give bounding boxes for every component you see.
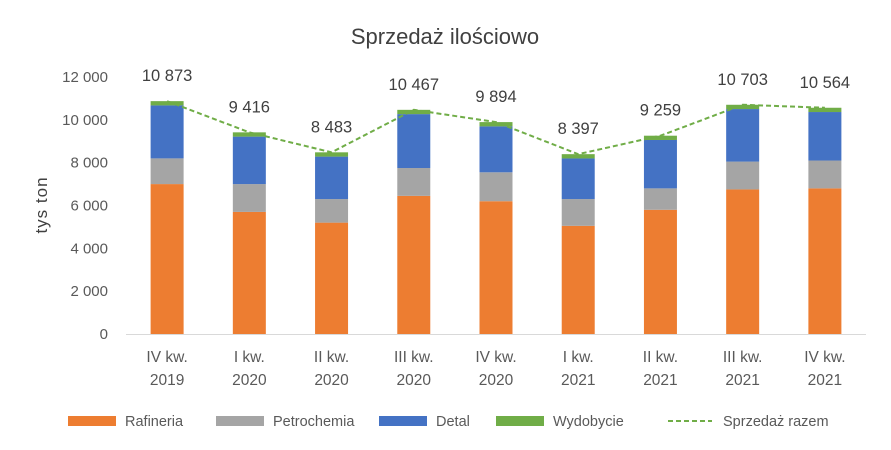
total-line	[166, 100, 825, 156]
x-tick-label: 2020	[232, 372, 267, 389]
legend-label: Detal	[436, 414, 470, 430]
total-data-label: 10 703	[717, 71, 767, 89]
x-tick-label: 2020	[397, 372, 432, 389]
legend-swatch-petrochemia	[216, 416, 264, 426]
x-tick-label: III kw.	[394, 349, 434, 366]
bar-petrochemia-6	[643, 188, 677, 210]
y-axis-label: tys ton	[32, 176, 51, 233]
total-data-label: 10 873	[142, 67, 192, 85]
bar-petrochemia-8	[808, 160, 842, 189]
y-tick-label: 12 000	[62, 69, 108, 86]
x-tick-label: IV kw.	[475, 349, 516, 366]
bar-petrochemia-5	[561, 199, 595, 226]
x-tick-label: II kw.	[643, 349, 678, 366]
legend: Rafineria Petrochemia Detal Wydobycie Sprzed…	[68, 414, 829, 430]
x-axis-ticks: IV kw. 2019 I kw. 2020 II kw. 2020 III kw. 2020…	[146, 349, 845, 389]
x-tick-label: 2019	[150, 372, 184, 389]
bar-petrochemia-4	[479, 172, 513, 202]
y-tick-label: 6 000	[70, 198, 108, 215]
bar-detal-4	[479, 126, 513, 173]
total-data-label: 10 467	[389, 76, 439, 94]
y-tick-label: 10 000	[62, 112, 108, 129]
data-labels: 10 873 9 416 8 483 10 467 9 894 8 397 9 259 10 …	[142, 67, 850, 138]
legend-label: Wydobycie	[553, 414, 624, 430]
legend-swatch-detal	[379, 416, 427, 426]
x-tick-label: I kw.	[563, 349, 594, 366]
bars	[150, 101, 842, 334]
x-tick-label: III kw.	[723, 349, 763, 366]
x-tick-label: II kw.	[314, 349, 349, 366]
x-tick-label: 2021	[725, 372, 759, 389]
bar-detal-5	[561, 158, 595, 200]
bar-petrochemia-2	[315, 199, 349, 223]
bar-detal-3	[397, 114, 431, 169]
bar-rafineria-5	[561, 225, 595, 334]
chart-title: Sprzedaż ilościowo	[351, 24, 539, 49]
bar-wydobycie-3	[397, 109, 431, 115]
x-tick-label: 2020	[479, 372, 514, 389]
bar-petrochemia-0	[150, 158, 184, 185]
bar-wydobycie-5	[561, 154, 595, 159]
legend-swatch-rafineria	[68, 416, 116, 426]
x-tick-label: IV kw.	[804, 349, 845, 366]
y-tick-label: 4 000	[70, 240, 108, 257]
legend-label: Rafineria	[125, 414, 184, 430]
bar-wydobycie-6	[643, 135, 677, 140]
bar-rafineria-2	[315, 222, 349, 334]
total-sales-line	[166, 100, 825, 156]
bar-detal-1	[232, 136, 266, 185]
total-data-label: 8 483	[311, 118, 352, 136]
legend-label: Sprzedaż razem	[723, 414, 829, 430]
bar-wydobycie-4	[479, 122, 513, 127]
bar-detal-8	[808, 112, 842, 161]
bar-wydobycie-0	[150, 101, 184, 106]
y-tick-label: 8 000	[70, 155, 108, 172]
bar-detal-2	[315, 156, 349, 200]
bar-detal-7	[726, 109, 760, 162]
x-tick-label: 2020	[314, 372, 349, 389]
bar-wydobycie-1	[232, 132, 266, 137]
y-tick-label: 2 000	[70, 283, 108, 300]
total-data-label: 9 894	[475, 88, 516, 106]
bar-rafineria-8	[808, 188, 842, 334]
x-tick-label: 2021	[561, 372, 595, 389]
bar-rafineria-6	[643, 209, 677, 334]
total-data-label: 9 416	[229, 98, 270, 116]
bar-petrochemia-1	[232, 184, 266, 212]
x-tick-label: I kw.	[234, 349, 265, 366]
bar-rafineria-3	[397, 195, 431, 334]
bar-wydobycie-2	[315, 152, 349, 157]
bar-detal-0	[150, 105, 184, 159]
total-data-label: 9 259	[640, 102, 681, 120]
y-axis-ticks: 0 2 000 4 000 6 000 8 000 10 000 12 000	[62, 69, 108, 343]
y-tick-label: 0	[100, 326, 108, 343]
legend-swatch-wydobycie	[496, 416, 544, 426]
x-tick-label: 2021	[643, 372, 677, 389]
bar-detal-6	[643, 139, 677, 189]
bar-petrochemia-7	[726, 161, 760, 190]
x-tick-label: 2021	[808, 372, 842, 389]
bar-wydobycie-8	[808, 107, 842, 113]
bar-wydobycie-7	[726, 104, 760, 110]
bar-rafineria-0	[150, 184, 184, 334]
bar-rafineria-4	[479, 201, 513, 334]
total-data-label: 10 564	[800, 74, 850, 92]
bar-rafineria-1	[232, 211, 266, 334]
legend-label: Petrochemia	[273, 414, 355, 430]
bar-rafineria-7	[726, 189, 760, 334]
x-tick-label: IV kw.	[146, 349, 187, 366]
bar-petrochemia-3	[397, 168, 431, 196]
total-data-label: 8 397	[558, 120, 599, 138]
